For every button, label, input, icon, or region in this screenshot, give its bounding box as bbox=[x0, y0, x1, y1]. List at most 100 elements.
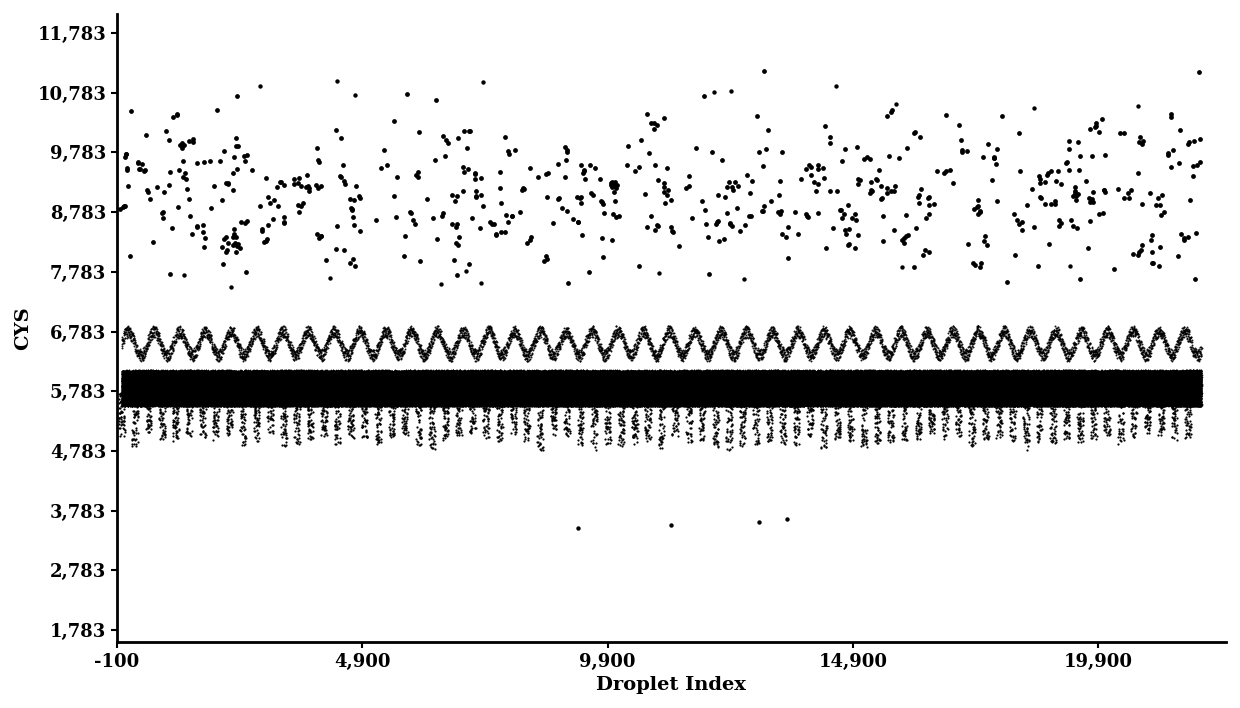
Point bbox=[250, 381, 270, 392]
Point bbox=[835, 396, 854, 408]
Point bbox=[960, 379, 980, 390]
Point bbox=[250, 370, 270, 381]
Point bbox=[914, 384, 934, 396]
Point bbox=[1092, 379, 1112, 391]
Point bbox=[153, 387, 172, 399]
Point bbox=[174, 392, 193, 404]
Point bbox=[156, 396, 176, 407]
Point bbox=[838, 373, 858, 384]
Point bbox=[278, 380, 298, 392]
Point bbox=[428, 327, 448, 338]
Point bbox=[1024, 395, 1044, 406]
Point bbox=[771, 388, 791, 399]
Point bbox=[376, 399, 396, 411]
Point bbox=[849, 394, 869, 405]
Point bbox=[1034, 390, 1054, 401]
Point bbox=[548, 390, 568, 401]
Point bbox=[1079, 389, 1099, 400]
Point bbox=[1074, 386, 1094, 397]
Point bbox=[681, 370, 701, 381]
Point bbox=[481, 387, 501, 398]
Point bbox=[381, 375, 401, 387]
Point bbox=[1054, 377, 1074, 388]
Point bbox=[169, 377, 188, 389]
Point bbox=[362, 365, 382, 377]
Point bbox=[453, 372, 472, 384]
Point bbox=[897, 372, 916, 384]
Point bbox=[316, 388, 336, 399]
Point bbox=[531, 366, 551, 377]
Point bbox=[746, 393, 766, 404]
Point bbox=[329, 379, 348, 390]
Point bbox=[1071, 400, 1091, 411]
Point bbox=[257, 371, 277, 382]
Point bbox=[217, 397, 237, 409]
Point bbox=[1092, 365, 1112, 376]
Point bbox=[724, 377, 744, 388]
Point bbox=[990, 386, 1009, 397]
Point bbox=[1153, 373, 1173, 384]
Point bbox=[1040, 369, 1060, 380]
Point bbox=[599, 383, 619, 394]
Point bbox=[1014, 418, 1034, 430]
Point bbox=[548, 375, 568, 386]
Point bbox=[1146, 371, 1166, 382]
Point bbox=[515, 372, 534, 383]
Point bbox=[1024, 332, 1044, 343]
Point bbox=[379, 381, 399, 392]
Point bbox=[310, 377, 330, 388]
Point bbox=[701, 379, 720, 391]
Point bbox=[332, 375, 352, 386]
Point bbox=[763, 326, 782, 337]
Point bbox=[697, 365, 717, 377]
Point bbox=[1047, 398, 1066, 409]
Point bbox=[119, 369, 139, 380]
Point bbox=[593, 399, 613, 411]
Point bbox=[422, 367, 441, 379]
Point bbox=[466, 387, 486, 398]
Point bbox=[269, 389, 289, 400]
Point bbox=[371, 367, 391, 379]
Point bbox=[119, 382, 139, 394]
Point bbox=[830, 373, 849, 384]
Point bbox=[410, 350, 430, 362]
Point bbox=[714, 387, 734, 398]
Point bbox=[174, 365, 193, 377]
Point bbox=[760, 385, 780, 396]
Point bbox=[945, 376, 965, 387]
Point bbox=[655, 383, 675, 394]
Point bbox=[373, 330, 393, 341]
Point bbox=[919, 388, 939, 399]
Point bbox=[1071, 396, 1091, 408]
Point bbox=[611, 378, 631, 389]
Point bbox=[379, 381, 399, 392]
Point bbox=[330, 389, 350, 401]
Point bbox=[224, 369, 244, 380]
Point bbox=[461, 372, 481, 383]
Point bbox=[434, 389, 454, 401]
Point bbox=[1116, 399, 1136, 410]
Point bbox=[1158, 395, 1178, 406]
Point bbox=[126, 382, 146, 393]
Point bbox=[588, 374, 608, 385]
Point bbox=[847, 377, 867, 389]
Point bbox=[1048, 373, 1068, 384]
Point bbox=[790, 374, 810, 385]
Point bbox=[1079, 365, 1099, 377]
Point bbox=[387, 370, 407, 382]
Point bbox=[781, 394, 801, 406]
Point bbox=[340, 375, 360, 387]
Point bbox=[583, 391, 603, 402]
Point bbox=[381, 377, 401, 389]
Point bbox=[668, 395, 688, 406]
Point bbox=[851, 380, 870, 392]
Point bbox=[492, 365, 512, 377]
Point bbox=[826, 384, 846, 395]
Point bbox=[193, 374, 213, 385]
Point bbox=[120, 373, 140, 384]
Point bbox=[1058, 374, 1078, 385]
Point bbox=[883, 393, 903, 404]
Point bbox=[515, 397, 534, 409]
Point bbox=[832, 390, 852, 401]
Point bbox=[433, 391, 453, 402]
